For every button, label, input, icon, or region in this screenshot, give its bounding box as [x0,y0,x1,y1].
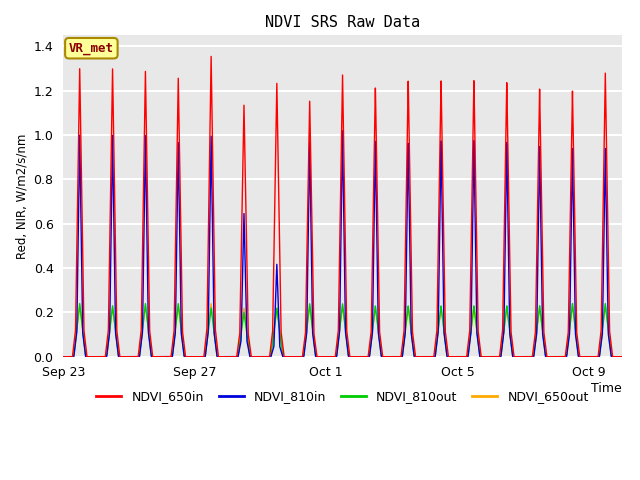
NDVI_650in [518,354,525,360]
Line: NDVI_810out: NDVI_810out [63,303,621,357]
Line: NDVI_650out: NDVI_650out [63,304,621,357]
NDVI_650in [60,354,67,360]
Legend: NDVI_650in, NDVI_810in, NDVI_810out, NDVI_650out: NDVI_650in, NDVI_810in, NDVI_810out, NDV… [92,385,594,408]
NDVI_650out [207,301,215,307]
NDVI_810in [527,354,534,360]
NDVI_810in [141,189,148,195]
NDVI_650in [115,340,122,346]
X-axis label: Time: Time [591,382,621,395]
NDVI_810out [60,354,67,360]
NDVI_810out [527,354,534,360]
NDVI_650out [527,354,534,360]
NDVI_810out [420,354,428,360]
NDVI_650in [207,54,215,60]
NDVI_650out [115,347,122,353]
NDVI_810in [618,354,625,360]
NDVI_650out [618,354,625,360]
NDVI_650in [618,354,625,360]
NDVI_810out [187,354,195,360]
NDVI_650in [527,354,534,360]
NDVI_810out [618,354,625,360]
NDVI_810in [60,354,67,360]
Line: NDVI_810in: NDVI_810in [63,131,621,357]
NDVI_650out [518,354,525,360]
NDVI_650in [187,354,195,360]
Text: VR_met: VR_met [69,42,114,55]
NDVI_810in [115,352,122,358]
NDVI_650in [141,120,148,126]
Title: NDVI SRS Raw Data: NDVI SRS Raw Data [265,15,420,30]
Y-axis label: Red, NIR, W/m2/s/nm: Red, NIR, W/m2/s/nm [15,133,28,259]
NDVI_650out [187,354,195,360]
NDVI_650in [420,354,428,360]
NDVI_810out [518,354,525,360]
NDVI_810in [420,354,428,360]
Line: NDVI_650in: NDVI_650in [63,57,621,357]
NDVI_810out [115,352,122,358]
NDVI_650out [420,354,428,360]
NDVI_650out [141,310,148,315]
NDVI_810in [339,128,346,133]
NDVI_810in [187,354,195,360]
NDVI_810out [141,308,148,314]
NDVI_810in [518,354,525,360]
NDVI_810out [602,300,609,306]
NDVI_650out [60,354,67,360]
